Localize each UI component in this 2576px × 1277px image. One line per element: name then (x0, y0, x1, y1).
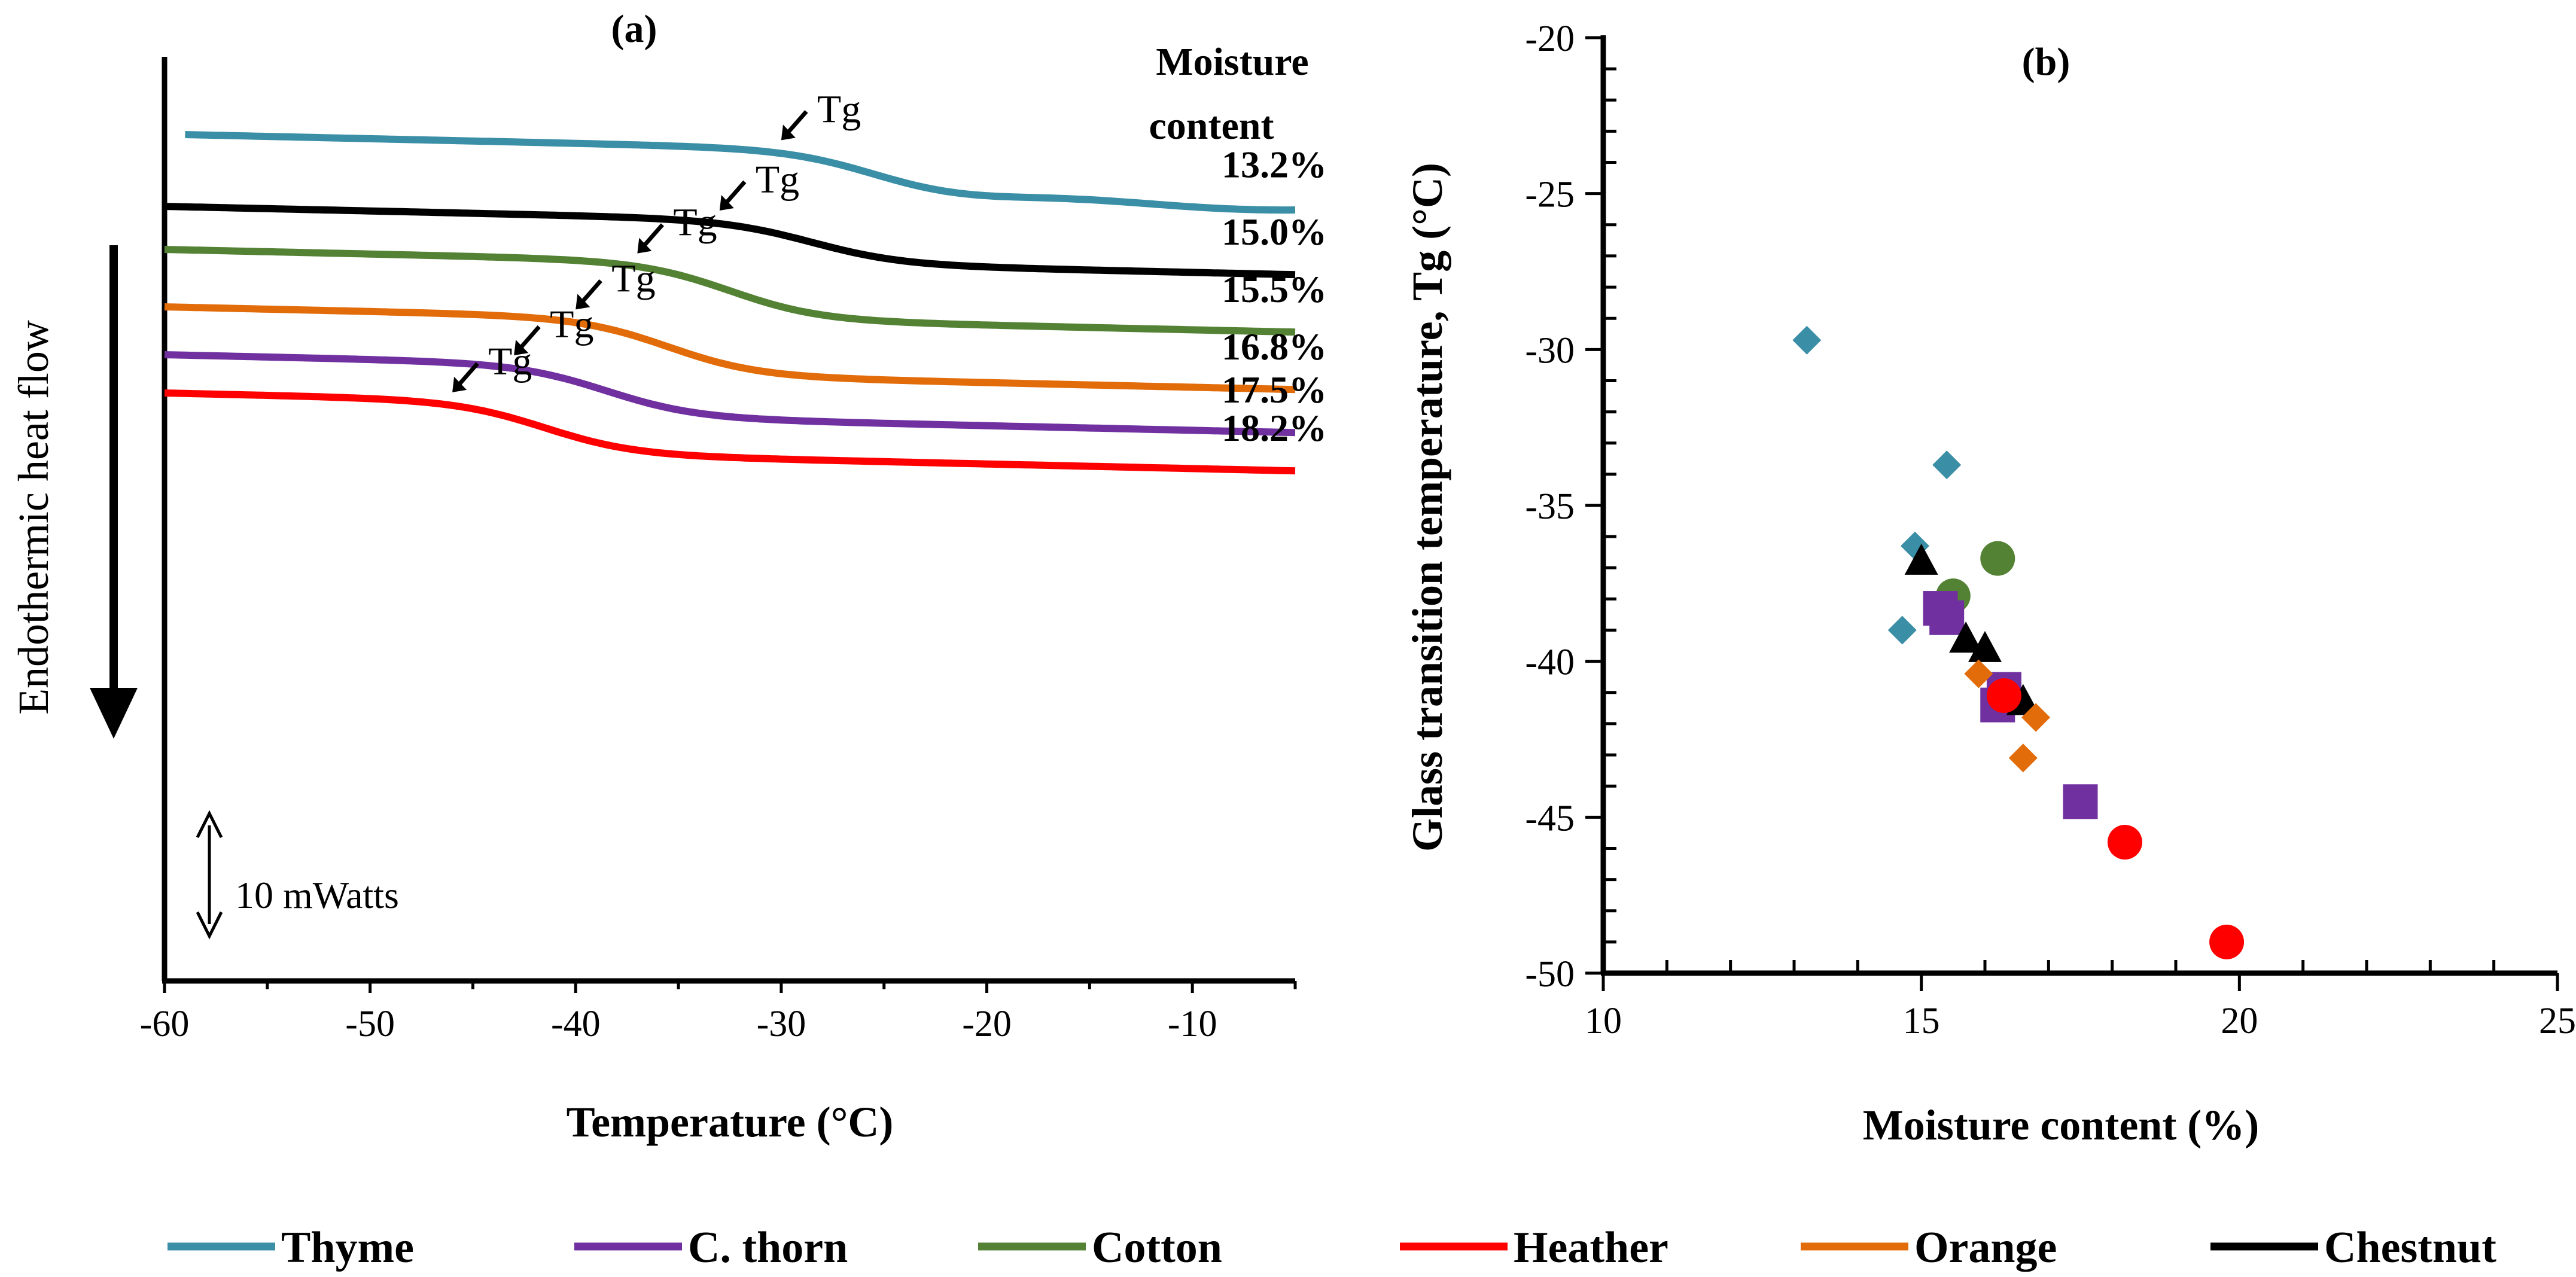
curve-chestnut (164, 203, 1296, 279)
panel-b-y-tick-label: -25 (1525, 175, 1575, 215)
panel-b-y-tick-label: -20 (1525, 19, 1575, 59)
legend-label-c-thorn: C. thorn (688, 1223, 848, 1272)
point-orange (2021, 703, 2051, 732)
panel-b-y-tick-label: -45 (1525, 798, 1575, 839)
scale-bar-arrow-down (196, 911, 223, 940)
point-chestnut (1968, 630, 2002, 662)
tg-arrowhead (452, 376, 467, 392)
moisture-label-heather: 18.2% (1222, 407, 1327, 449)
panel-b-y-tick-label: -40 (1525, 642, 1575, 683)
legend-label-heather: Heather (1514, 1223, 1668, 1272)
point-heather (2209, 924, 2245, 959)
panel-a-x-tick-label: -10 (1168, 1004, 1217, 1044)
point-heather (1986, 678, 2021, 714)
tg-arrowhead (719, 194, 734, 211)
panel-a-label: (a) (611, 7, 657, 51)
moisture-label-thyme: 13.2% (1222, 143, 1327, 185)
scale-bar-label: 10 mWatts (235, 874, 399, 916)
curve-cotton (164, 246, 1296, 336)
tg-arrowhead (514, 340, 529, 356)
point-thyme (1932, 450, 1962, 480)
moisture-header-line1: Moisture (1156, 40, 1308, 84)
tg-label: Tg (817, 87, 861, 131)
panel-a-x-tick-label: -50 (345, 1004, 395, 1044)
point-orange (2008, 743, 2038, 773)
legend-label-cotton: Cotton (1092, 1223, 1222, 1272)
panel-b-y-tick-label: -50 (1525, 954, 1575, 995)
point-chestnut (1949, 621, 1983, 653)
legend: Thyme C. thorn Cotton Heather Orange Chestnut (168, 1223, 2496, 1272)
panel-a-x-tick-label: -40 (551, 1004, 601, 1044)
panel-b-y-tick-label: -30 (1525, 330, 1575, 371)
point-chestnut (1904, 543, 1938, 575)
panel-a-xlabel: Temperature (°C) (567, 1098, 894, 1146)
moisture-label-chestnut: 15.0% (1222, 211, 1327, 253)
moisture-label-cotton: 15.5% (1222, 268, 1327, 310)
tg-arrowhead (637, 237, 652, 254)
curve-heather (164, 389, 1296, 475)
panel-b-ylabel: Glass transition temperature, Tg (°C) (1403, 163, 1451, 852)
tg-label: Tg (488, 340, 532, 383)
panel-b-label: (b) (2022, 40, 2070, 84)
legend-label-thyme: Thyme (281, 1223, 414, 1272)
endothermic-arrowhead (90, 688, 138, 739)
panel-b-x-tick-label: 10 (1585, 1001, 1622, 1041)
point-c-thorn (1929, 600, 1965, 635)
tg-arrowhead (781, 124, 796, 141)
panel-b-x-tick-label: 25 (2539, 1001, 2576, 1041)
panel-a-x-tick-label: -60 (140, 1004, 190, 1044)
panel-b-x-tick-label: 20 (2221, 1001, 2258, 1041)
point-c-thorn (2063, 784, 2098, 819)
point-thyme (1792, 325, 1822, 355)
point-orange (1964, 659, 1993, 688)
legend-label-chestnut: Chestnut (2324, 1223, 2496, 1272)
curve-c-thorn (164, 351, 1296, 437)
tg-label: Tg (673, 201, 717, 245)
panel-b-y-tick-label: -35 (1525, 486, 1575, 527)
legend-label-orange: Orange (1914, 1223, 2057, 1272)
tg-arrowhead (576, 294, 590, 310)
curve-thyme (185, 131, 1296, 214)
panel-b-x-tick-label: 15 (1903, 1001, 1940, 1041)
scale-bar-arrow-up (196, 810, 223, 839)
panel-b-xlabel: Moisture content (%) (1863, 1101, 2260, 1149)
panel-a-x-tick-label: -30 (757, 1004, 806, 1044)
panel-a-x-tick-label: -20 (962, 1004, 1012, 1044)
point-thyme (1887, 615, 1917, 645)
tg-label: Tg (611, 257, 655, 300)
moisture-header-line2: content (1149, 104, 1274, 148)
point-heather (2107, 825, 2142, 860)
point-cotton (1980, 541, 2015, 576)
panel-a-plot: -60 -50 -40 -30 -20 -10 Tg 13.2% Tg 15.0% Tg 15.5% T… (90, 57, 1327, 1044)
moisture-label-orange: 16.8% (1222, 325, 1327, 368)
panel-a-ylabel: Endothermic heat flow (10, 320, 57, 715)
tg-label: Tg (550, 303, 593, 346)
tg-label: Tg (756, 158, 799, 202)
moisture-label-c-thorn: 17.5% (1222, 368, 1327, 411)
curve-orange (164, 303, 1296, 394)
